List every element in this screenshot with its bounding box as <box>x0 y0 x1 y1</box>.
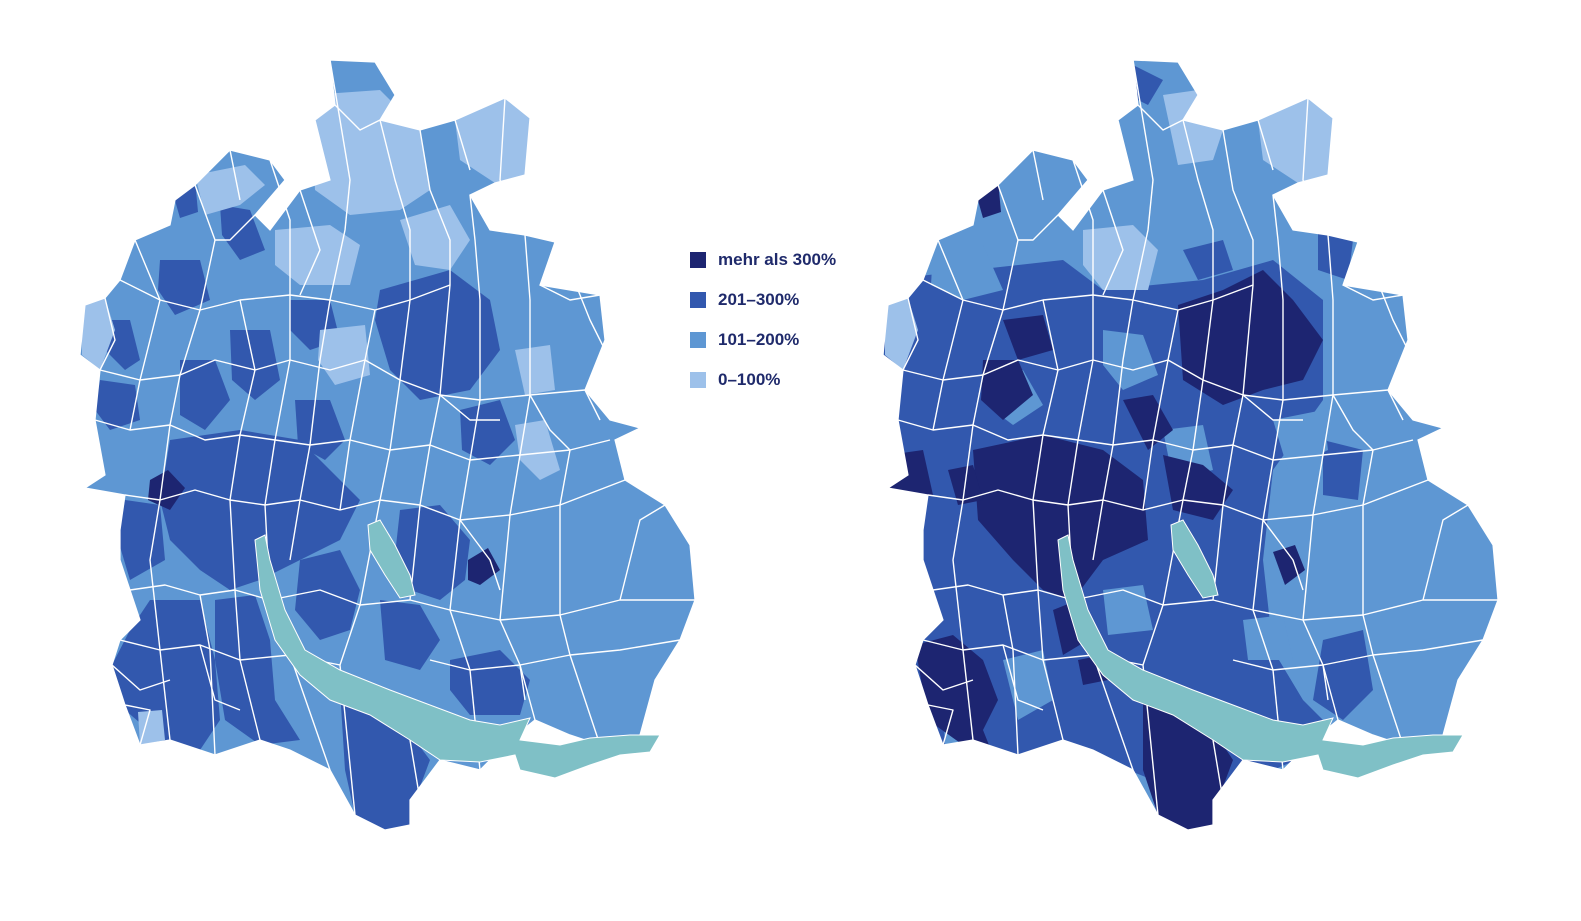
legend-item: 201–300% <box>690 288 836 312</box>
region <box>885 298 918 370</box>
region <box>1243 615 1293 660</box>
region <box>468 548 500 585</box>
region <box>118 500 165 580</box>
legend-item: 0–100% <box>690 368 836 392</box>
region <box>230 330 280 400</box>
region <box>460 400 515 465</box>
region <box>1273 410 1328 470</box>
region <box>82 298 115 370</box>
region <box>95 380 140 430</box>
legend-item: 101–200% <box>690 328 836 352</box>
legend: mehr als 300% 201–300% 101–200% 0–100% <box>690 248 836 408</box>
legend-swatch <box>690 332 706 348</box>
region <box>1123 395 1173 450</box>
legend-label: 0–100% <box>718 370 781 389</box>
legend-swatch <box>690 372 706 388</box>
region <box>340 690 430 830</box>
region <box>160 430 360 590</box>
region <box>981 360 1033 420</box>
region <box>455 98 530 183</box>
region <box>112 600 220 750</box>
region <box>380 600 440 670</box>
region <box>138 710 165 745</box>
legend-item: mehr als 300% <box>690 248 836 272</box>
legend-label: mehr als 300% <box>718 250 837 269</box>
region <box>295 550 360 640</box>
region <box>1273 545 1305 585</box>
legend-label: 101–200% <box>718 330 800 349</box>
legend-swatch <box>690 292 706 308</box>
region <box>515 420 560 480</box>
region <box>1323 440 1363 500</box>
region <box>1183 240 1233 280</box>
region <box>220 205 265 260</box>
region <box>195 165 265 215</box>
legend-swatch <box>690 252 706 268</box>
region <box>180 360 230 430</box>
map-left <box>79 59 696 831</box>
region <box>375 270 500 400</box>
region <box>215 595 300 745</box>
region <box>973 435 1148 600</box>
region <box>1103 330 1158 390</box>
region <box>400 205 470 270</box>
region <box>1318 230 1353 280</box>
region <box>395 505 470 600</box>
region <box>1003 315 1053 360</box>
legend-label: 201–300% <box>718 290 800 309</box>
region <box>158 260 210 315</box>
region <box>310 90 430 215</box>
map-right <box>882 59 1499 831</box>
region <box>1258 98 1333 183</box>
region <box>1178 270 1323 405</box>
region <box>1103 585 1153 635</box>
region <box>515 345 555 395</box>
region <box>931 245 1003 300</box>
